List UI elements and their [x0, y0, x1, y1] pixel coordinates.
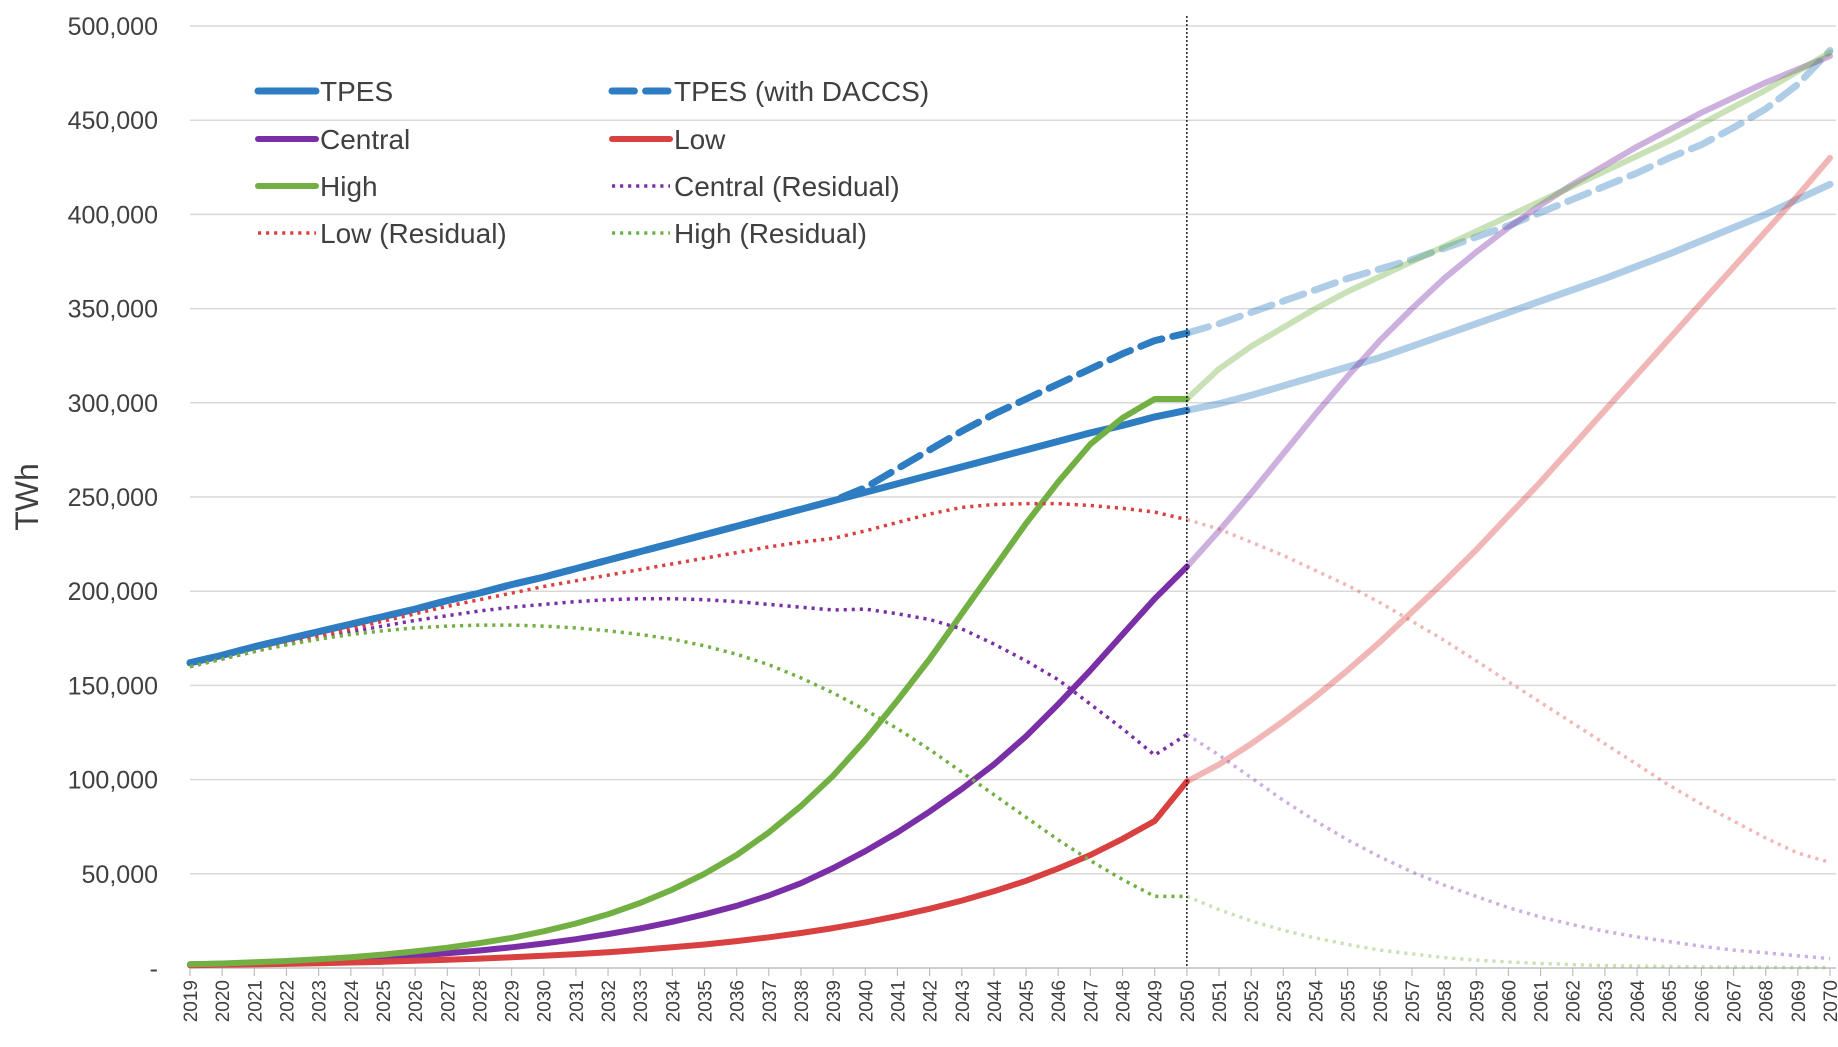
- x-tick-label: 2042: [921, 980, 942, 1022]
- x-tick-label: 2056: [1371, 980, 1392, 1022]
- x-tick-label: 2021: [245, 980, 266, 1022]
- x-tick-label: 2037: [760, 980, 781, 1022]
- x-tick-label: 2063: [1596, 980, 1617, 1022]
- x-tick-label: 2044: [985, 980, 1006, 1023]
- x-tick-label: 2025: [374, 980, 395, 1022]
- y-tick-label: 300,000: [68, 390, 158, 418]
- series-line-high: [187, 396, 1190, 968]
- series-line-central-projection: [1183, 53, 1833, 570]
- series-line-central-residual-projection: [1185, 732, 1831, 961]
- x-tick-label: 2029: [503, 980, 524, 1022]
- x-tick-label: 2049: [1146, 980, 1167, 1022]
- y-tick-label: 450,000: [68, 107, 158, 135]
- x-tick-label: 2022: [277, 980, 298, 1022]
- y-tick-label: 200,000: [68, 578, 158, 606]
- x-tick-label: 2052: [1242, 980, 1263, 1022]
- legend-label-high-residual: High (Residual): [674, 218, 867, 249]
- x-tick-label: 2054: [1306, 980, 1327, 1023]
- series-line-low-projection: [1183, 154, 1833, 785]
- x-tick-label: 2062: [1564, 980, 1585, 1022]
- x-axis-tick-labels: 2019 2020 2021 2022 2023 2024 2025 2026 2027 2028…: [181, 980, 1838, 1023]
- y-tick-label: 350,000: [68, 296, 158, 324]
- y-tick-label: 50,000: [82, 861, 158, 889]
- x-tick-label: 2031: [567, 980, 588, 1022]
- x-tick-label: 2046: [1049, 980, 1070, 1022]
- x-tick-label: 2069: [1789, 980, 1810, 1022]
- x-tick-label: 2058: [1435, 980, 1456, 1022]
- x-tick-label: 2065: [1660, 980, 1681, 1022]
- x-tick-label: 2066: [1692, 980, 1713, 1022]
- series-line-low-residual-projection: [1186, 517, 1831, 865]
- x-tick-label: 2067: [1725, 980, 1746, 1022]
- y-tick-label: 250,000: [68, 484, 158, 512]
- x-tick-label: 2061: [1532, 980, 1553, 1022]
- y-axis-tick-labels: - 50,000 100,000 150,000 200,000 250,000 300,0…: [68, 13, 158, 983]
- series-line-tpes-with-daccs-projection: [1183, 47, 1834, 337]
- legend-label-high: High: [320, 171, 378, 202]
- x-tick-label: 2026: [406, 980, 427, 1022]
- legend-label-low-residual: Low (Residual): [320, 218, 507, 249]
- legend: TPES TPES (with DACCS) Central Low High Centr…: [254, 76, 929, 249]
- x-tick-label: 2030: [535, 980, 556, 1022]
- series-line-tpes-projection: [1183, 180, 1834, 414]
- x-tick-label: 2034: [663, 980, 684, 1023]
- y-axis-title: TWh: [9, 463, 45, 531]
- series-line-high-residual: [189, 623, 1187, 899]
- x-tick-label: 2038: [792, 980, 813, 1022]
- series-line-low-residual: [189, 501, 1188, 669]
- x-tick-label: 2039: [824, 980, 845, 1022]
- x-tick-label: 2064: [1628, 980, 1649, 1023]
- legend-label-central-residual: Central (Residual): [674, 171, 900, 202]
- x-tick-label: 2032: [599, 980, 620, 1022]
- x-tick-label: 2019: [181, 980, 202, 1022]
- y-tick-label: -: [150, 955, 158, 983]
- y-tick-label: 400,000: [68, 201, 158, 229]
- x-tick-label: 2035: [696, 980, 717, 1022]
- x-tick-label: 2068: [1757, 980, 1778, 1022]
- x-tick-label: 2040: [856, 980, 877, 1022]
- x-tick-label: 2060: [1499, 980, 1520, 1022]
- legend-label-low: Low: [674, 124, 726, 155]
- x-tick-label: 2047: [1081, 980, 1102, 1022]
- x-tick-label: 2051: [1210, 980, 1231, 1022]
- x-tick-label: 2043: [953, 980, 974, 1022]
- series-line-high-residual-projection: [1186, 894, 1831, 970]
- x-tick-label: 2020: [213, 980, 234, 1022]
- x-tick-label: 2059: [1467, 980, 1488, 1022]
- series-lines: [186, 47, 1834, 970]
- y-tick-label: 100,000: [68, 767, 158, 795]
- x-tick-label: 2023: [310, 980, 331, 1022]
- x-tick-label: 2024: [342, 980, 363, 1023]
- x-tick-label: 2036: [728, 980, 749, 1022]
- x-tick-label: 2028: [470, 980, 491, 1022]
- x-tick-label: 2045: [1017, 980, 1038, 1022]
- x-tick-label: 2027: [438, 980, 459, 1022]
- x-tick-label: 2050: [1178, 980, 1199, 1022]
- series-line-central-residual: [189, 596, 1188, 757]
- series-line-high-projection: [1183, 49, 1833, 402]
- y-tick-label: 150,000: [68, 672, 158, 700]
- x-tick-label: 2057: [1403, 980, 1424, 1022]
- x-tick-label: 2070: [1821, 980, 1838, 1022]
- legend-label-tpes-with-daccs: TPES (with DACCS): [674, 76, 929, 107]
- x-tick-label: 2033: [631, 980, 652, 1022]
- x-tick-label: 2048: [1114, 980, 1135, 1022]
- y-tick-label: 500,000: [68, 13, 158, 41]
- gridlines: [190, 25, 1836, 875]
- legend-label-tpes: TPES: [320, 76, 393, 107]
- x-axis: [189, 967, 1836, 976]
- x-tick-label: 2041: [888, 980, 909, 1022]
- legend-label-central: Central: [320, 124, 410, 155]
- x-tick-label: 2053: [1274, 980, 1295, 1022]
- series-line-low: [187, 778, 1190, 969]
- x-tick-label: 2055: [1339, 980, 1360, 1022]
- series-line-tpes-with-daccs: [186, 329, 1191, 667]
